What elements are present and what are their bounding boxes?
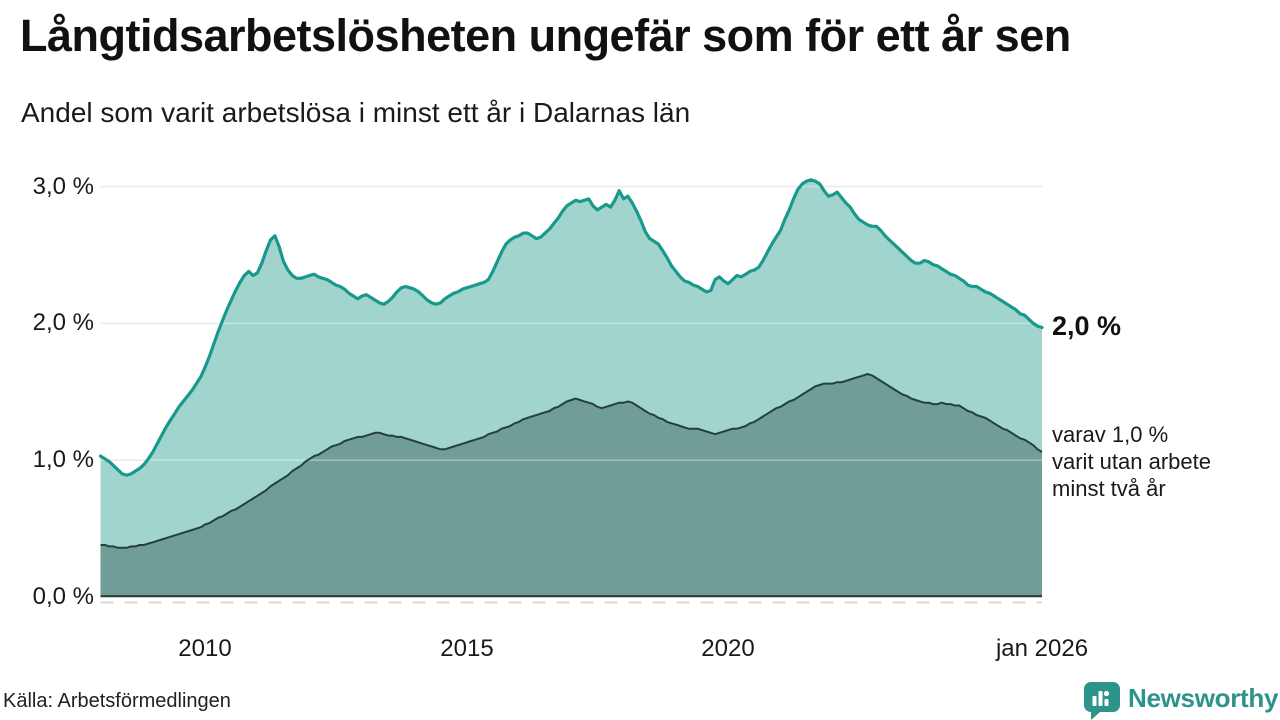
y-axis-tick-label-2: 2,0 % [32,309,94,336]
newsworthy-logo: Newsworthy [1083,681,1278,720]
exclamation-dot [1103,690,1110,697]
bar-chart-bar-1 [1092,696,1097,706]
newsworthy-logo-text: Newsworthy [1128,683,1279,713]
y-axis-tick-label-0: 0,0 % [32,583,94,610]
x-axis-tick-label-2010: 2010 [178,635,232,662]
page-title: Långtidsarbetslösheten ungefär som för e… [20,10,1071,61]
bar-chart-bar-2 [1098,691,1103,706]
x-axis-tick-label-2020: 2020 [701,635,755,662]
end-value-label: 2,0 % [1052,311,1122,341]
x-axis-tick-label-jan-2026: jan 2026 [995,635,1089,662]
newsworthy-logo-icon [1084,682,1120,720]
y-axis-tick-label-1: 1,0 % [32,446,94,473]
x-axis-tick-label-2015: 2015 [440,635,494,662]
bar-chart-bar-3 [1104,699,1109,706]
y-axis-tick-label-3: 3,0 % [32,173,94,200]
secondary-series-label-line3: minst två år [1052,476,1166,501]
secondary-series-label-line1: varav 1,0 % [1052,422,1169,447]
page-subtitle: Andel som varit arbetslösa i minst ett å… [21,97,691,128]
source-note: Källa: Arbetsförmedlingen [3,690,231,712]
secondary-series-label: varav 1,0 % varit utan arbete minst två … [1052,421,1211,502]
secondary-series-label-line2: varit utan arbete [1052,449,1211,474]
